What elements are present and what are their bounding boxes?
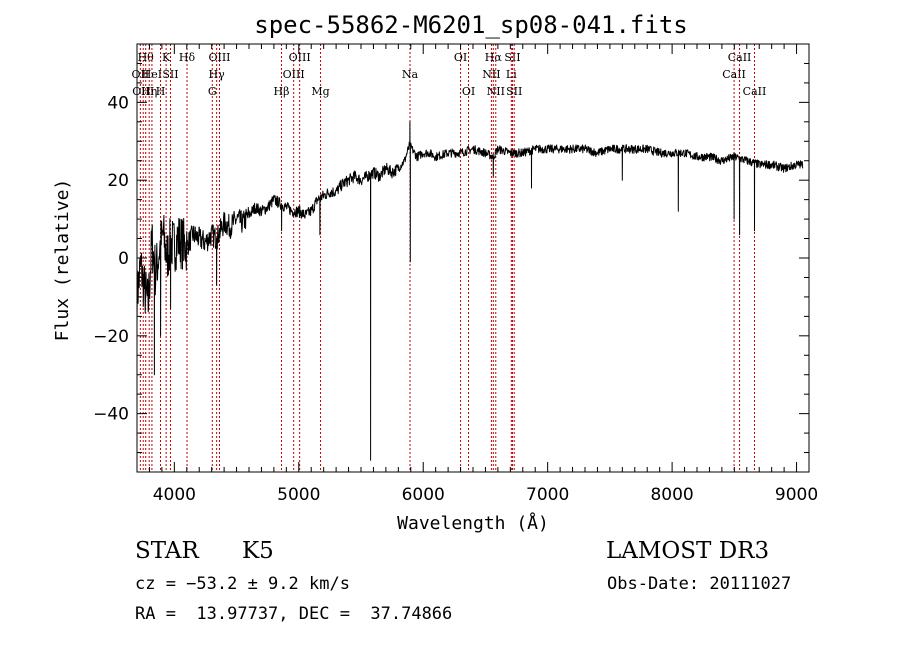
line-label: OII bbox=[132, 68, 150, 81]
line-label: CaII bbox=[722, 68, 746, 81]
line-label: HeI bbox=[142, 68, 162, 81]
x-tick-label: 7000 bbox=[526, 485, 569, 505]
plot-frame bbox=[136, 43, 810, 473]
line-label: Hγ bbox=[209, 68, 226, 81]
y-axis-label: Flux (relative) bbox=[52, 179, 73, 342]
ra-dec-coordinates: RA = 13.97737, DEC = 37.74866 bbox=[135, 604, 453, 624]
line-label: Hθ bbox=[138, 51, 155, 64]
x-tick-label: 5000 bbox=[277, 485, 320, 505]
line-label: G bbox=[208, 85, 217, 98]
line-label: OIII bbox=[289, 51, 311, 64]
line-label: NII bbox=[487, 85, 505, 98]
spectrum-chart: spec-55862-M6201_sp08-041.fits OII OIII Hθ… bbox=[52, 11, 818, 534]
line-label: Li bbox=[506, 68, 517, 81]
line-label: CaII bbox=[743, 85, 767, 98]
y-tick-labels: 40 20 0 −20 −40 bbox=[93, 93, 129, 424]
chart-title: spec-55862-M6201_sp08-041.fits bbox=[254, 11, 687, 39]
line-label: Mg bbox=[311, 85, 329, 98]
line-label: SII bbox=[162, 68, 178, 81]
observation-date: Obs-Date: 20111027 bbox=[607, 574, 792, 594]
line-label: OIII bbox=[283, 68, 305, 81]
line-label: NII bbox=[482, 68, 500, 81]
y-tick-label: 40 bbox=[107, 93, 129, 113]
x-tick-label: 4000 bbox=[153, 485, 196, 505]
line-label: K bbox=[162, 51, 171, 64]
line-label: Hα bbox=[485, 51, 503, 64]
line-label: Na bbox=[402, 68, 419, 81]
x-axis-label: Wavelength (Å) bbox=[397, 512, 549, 534]
x-tick-labels: 4000 5000 6000 7000 8000 9000 bbox=[153, 485, 818, 505]
flux-series bbox=[136, 121, 804, 461]
flux-line bbox=[136, 121, 804, 461]
y-tick-label: −40 bbox=[93, 405, 129, 425]
survey-name: LAMOST DR3 bbox=[606, 538, 770, 564]
line-label: CaII bbox=[728, 51, 752, 64]
x-tick-label: 9000 bbox=[775, 485, 818, 505]
line-label: Hβ bbox=[274, 85, 290, 98]
line-label: OI bbox=[454, 51, 467, 64]
emission-line-markers: OIIOIIIHθHηHeIHKSIIHδGHγOIIIHβOIIIOIIIMg… bbox=[132, 44, 767, 472]
y-tick-label: 0 bbox=[118, 249, 129, 269]
line-label: Hδ bbox=[179, 51, 196, 64]
object-subclass: K5 bbox=[242, 538, 274, 564]
line-label: SII bbox=[506, 85, 522, 98]
line-label: H bbox=[156, 85, 166, 98]
x-tick-label: 6000 bbox=[402, 485, 445, 505]
y-tick-label: 20 bbox=[107, 171, 129, 191]
redshift-cz: cz = −53.2 ± 9.2 km/s bbox=[135, 574, 350, 594]
y-tick-label: −20 bbox=[93, 327, 129, 347]
line-label: OIII bbox=[208, 51, 230, 64]
line-label: Hη bbox=[141, 85, 157, 98]
line-label: OI bbox=[462, 85, 475, 98]
axis-ticks bbox=[136, 43, 810, 473]
object-class: STAR bbox=[135, 538, 199, 564]
line-label: SII bbox=[504, 51, 520, 64]
x-tick-label: 8000 bbox=[650, 485, 693, 505]
